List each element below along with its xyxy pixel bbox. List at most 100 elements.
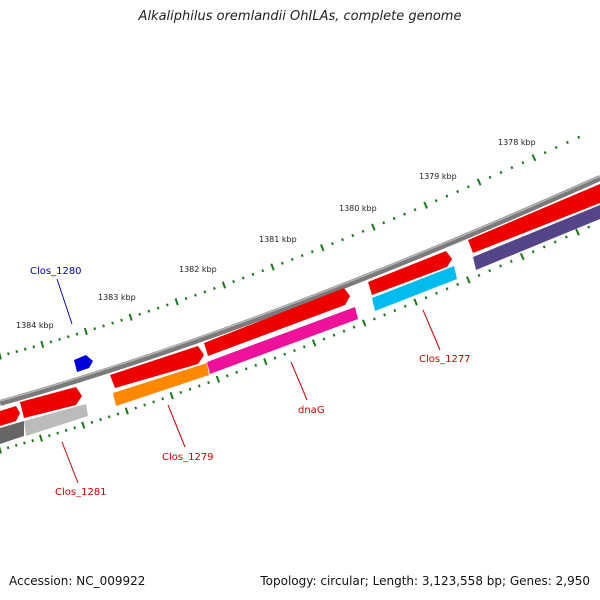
gene-dnaG[interactable] — [207, 307, 358, 374]
scale-tick — [456, 282, 460, 286]
gene-label-clos-1281[interactable]: Clos_1281 — [55, 487, 107, 498]
scale-tick — [81, 421, 86, 429]
scale-tick — [361, 319, 367, 327]
kbp-label: 1378 kbp — [498, 138, 536, 147]
scale-tick — [184, 296, 188, 301]
scale-tick — [138, 312, 142, 316]
gene-dark-right[interactable] — [473, 205, 600, 270]
scale-tick — [476, 178, 482, 186]
scale-tick — [197, 384, 201, 388]
cds-red-1[interactable] — [0, 406, 20, 426]
cds-red-2[interactable] — [20, 387, 82, 418]
scale-tick — [194, 293, 197, 297]
scale-tick — [330, 242, 334, 246]
scale-tick — [403, 304, 407, 308]
scale-tick — [351, 233, 355, 238]
kbp-label: 1382 kbp — [179, 265, 217, 274]
scale-tick — [235, 370, 239, 374]
scale-tick — [575, 228, 580, 236]
scale-tick — [332, 333, 336, 337]
scale-tick — [90, 420, 94, 424]
genome-backbone — [0, 175, 600, 406]
cds-red-3[interactable] — [110, 346, 204, 388]
cds-red-6[interactable] — [468, 184, 600, 253]
scale-tick — [99, 418, 102, 422]
scale-tick — [300, 253, 304, 258]
scale-tick — [31, 439, 35, 443]
scale-tick — [56, 431, 60, 435]
scale-tick — [435, 291, 438, 295]
accession-text: Accession: NC_009922 — [9, 574, 146, 588]
scale-tick — [7, 352, 10, 356]
gene-clos-1277[interactable] — [372, 266, 457, 311]
scale-tick — [254, 363, 258, 367]
gene-clos-1280[interactable] — [74, 355, 93, 372]
scale-tick — [174, 298, 179, 306]
scale-tick — [392, 216, 396, 221]
scale-tick — [283, 352, 287, 356]
scale-tick — [519, 252, 525, 261]
scale-tick — [15, 349, 19, 354]
scale-tick — [179, 390, 183, 395]
scale-tick — [587, 225, 591, 229]
scale-tick — [341, 238, 344, 242]
scale-tick — [147, 309, 151, 313]
scale-tick — [128, 313, 133, 321]
scale-tick — [39, 434, 43, 442]
scale-tick — [413, 208, 417, 212]
scale-tick — [542, 245, 546, 249]
gene-label-clos-1280[interactable]: Clos_1280 — [30, 266, 82, 277]
scale-tick — [261, 269, 265, 273]
gene-label-clos-1277[interactable]: Clos_1277 — [419, 354, 471, 365]
scale-tick — [207, 381, 210, 385]
scale-tick — [221, 281, 227, 289]
scale-tick — [434, 199, 438, 203]
cds-red-5[interactable] — [368, 251, 452, 295]
scale-tick — [372, 317, 376, 321]
gene-dark-left[interactable] — [0, 421, 24, 444]
scale-tick — [311, 339, 317, 347]
scale-tick — [23, 347, 27, 351]
scale-tick — [499, 170, 503, 175]
scale-tick — [477, 273, 481, 277]
scale-tick — [6, 446, 10, 450]
scale-tick — [47, 434, 51, 438]
scale-tick — [521, 161, 525, 165]
kbp-label: 1379 kbp — [419, 172, 457, 181]
scale-tick — [143, 403, 146, 407]
scale-tick — [66, 335, 70, 339]
scale-tick — [124, 407, 129, 415]
scale-tick — [134, 406, 138, 410]
scale-tick — [320, 244, 325, 252]
scale-tick — [456, 189, 460, 194]
gene-clos-1281[interactable] — [24, 404, 88, 436]
scale-tick — [553, 240, 557, 244]
gene-label-dnaG[interactable]: dnaG — [298, 405, 325, 416]
scale-tick — [203, 290, 207, 294]
cds-red-4[interactable] — [204, 288, 350, 356]
scale-tick — [120, 318, 123, 322]
scale-tick — [280, 261, 284, 265]
scale-tick — [75, 332, 79, 336]
scale-tick — [465, 276, 471, 284]
scale-tick — [0, 352, 2, 360]
kbp-label: 1383 kbp — [98, 293, 136, 302]
gene-label-clos-1279[interactable]: Clos_1279 — [162, 452, 214, 463]
map-title: Alkaliphilus oremlandii OhILAs, complete… — [138, 9, 462, 24]
scale-tick — [510, 166, 514, 170]
scale-tick — [232, 279, 235, 284]
scale-tick — [352, 325, 356, 329]
scale-tick — [102, 324, 105, 328]
gene-labels: Clos_1280 Clos_1277 dnaG Clos_1279 Clos_… — [30, 266, 471, 498]
scale-tick — [165, 303, 169, 307]
scale-tick — [310, 250, 314, 254]
scale-tick — [302, 345, 306, 349]
scale-tick — [382, 221, 386, 225]
gene-clos-1279[interactable] — [113, 363, 209, 406]
genome-summary-text: Topology: circular; Length: 3,123,558 bp… — [260, 574, 590, 588]
cds-forward-track — [0, 184, 600, 426]
scale-tick — [64, 428, 68, 433]
scale-tick — [58, 337, 61, 341]
scale-tick — [403, 212, 406, 216]
scale-tick — [322, 337, 326, 341]
